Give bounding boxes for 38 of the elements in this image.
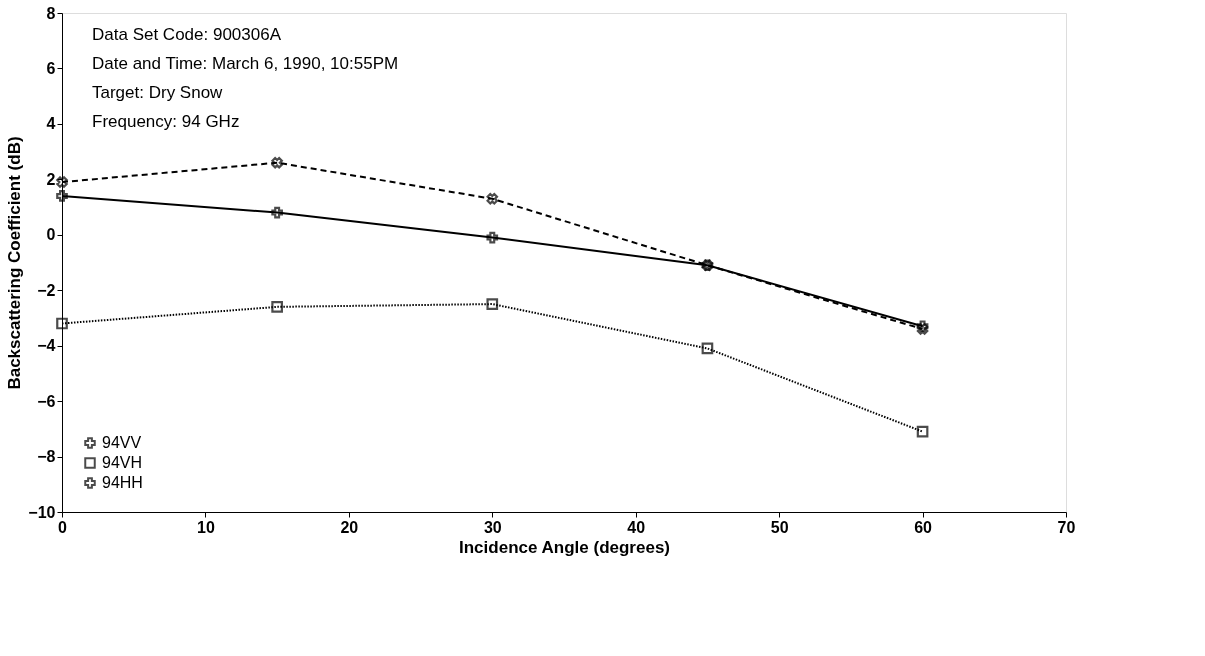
annotation: Frequency: 94 GHz: [92, 112, 240, 131]
point: [916, 425, 929, 438]
y-tick-label: −2: [37, 281, 56, 299]
y-tick-label: 6: [46, 59, 56, 77]
x-tick-label: 0: [58, 518, 68, 536]
y-tick-label: −6: [37, 392, 56, 410]
y-axis-title: Backscattering Coefficient (dB): [5, 136, 25, 390]
x-tick-label: 40: [627, 518, 646, 536]
point: [56, 317, 68, 330]
legend-label: 94VV: [102, 434, 142, 451]
point: [271, 206, 283, 219]
x-tick-label: 60: [914, 518, 933, 536]
y-tick-label: −8: [37, 448, 56, 466]
x-tick-label: 50: [770, 518, 789, 536]
legend-label: 94VH: [102, 454, 143, 471]
annotation: Date and Time: March 6, 1990, 10:55PM: [92, 54, 399, 73]
y-tick-label: 2: [46, 170, 56, 188]
y-tick-label: 0: [46, 226, 56, 244]
x-tick-label: 70: [1057, 518, 1076, 536]
x-tick-label: 20: [340, 518, 359, 536]
x-tick-label: 10: [197, 518, 215, 536]
x-axis-title: Incidence Angle (degrees): [459, 537, 670, 557]
y-tick-label: 8: [46, 4, 56, 22]
point: [271, 301, 283, 313]
y-tick-label: −10: [28, 503, 56, 521]
annotation: Data Set Code: 900306A: [92, 25, 282, 44]
y-tick-label: 4: [46, 115, 56, 133]
annotation: Target: Dry Snow: [92, 83, 224, 102]
x-tick-label: 30: [483, 518, 502, 536]
point: [486, 231, 499, 244]
point: [271, 156, 283, 169]
point: [486, 298, 499, 310]
point: [701, 342, 714, 355]
legend-label: 94HH: [102, 474, 143, 491]
point: [56, 176, 68, 188]
y-tick-label: −4: [37, 337, 56, 355]
point: [486, 192, 499, 205]
point: [56, 190, 68, 202]
